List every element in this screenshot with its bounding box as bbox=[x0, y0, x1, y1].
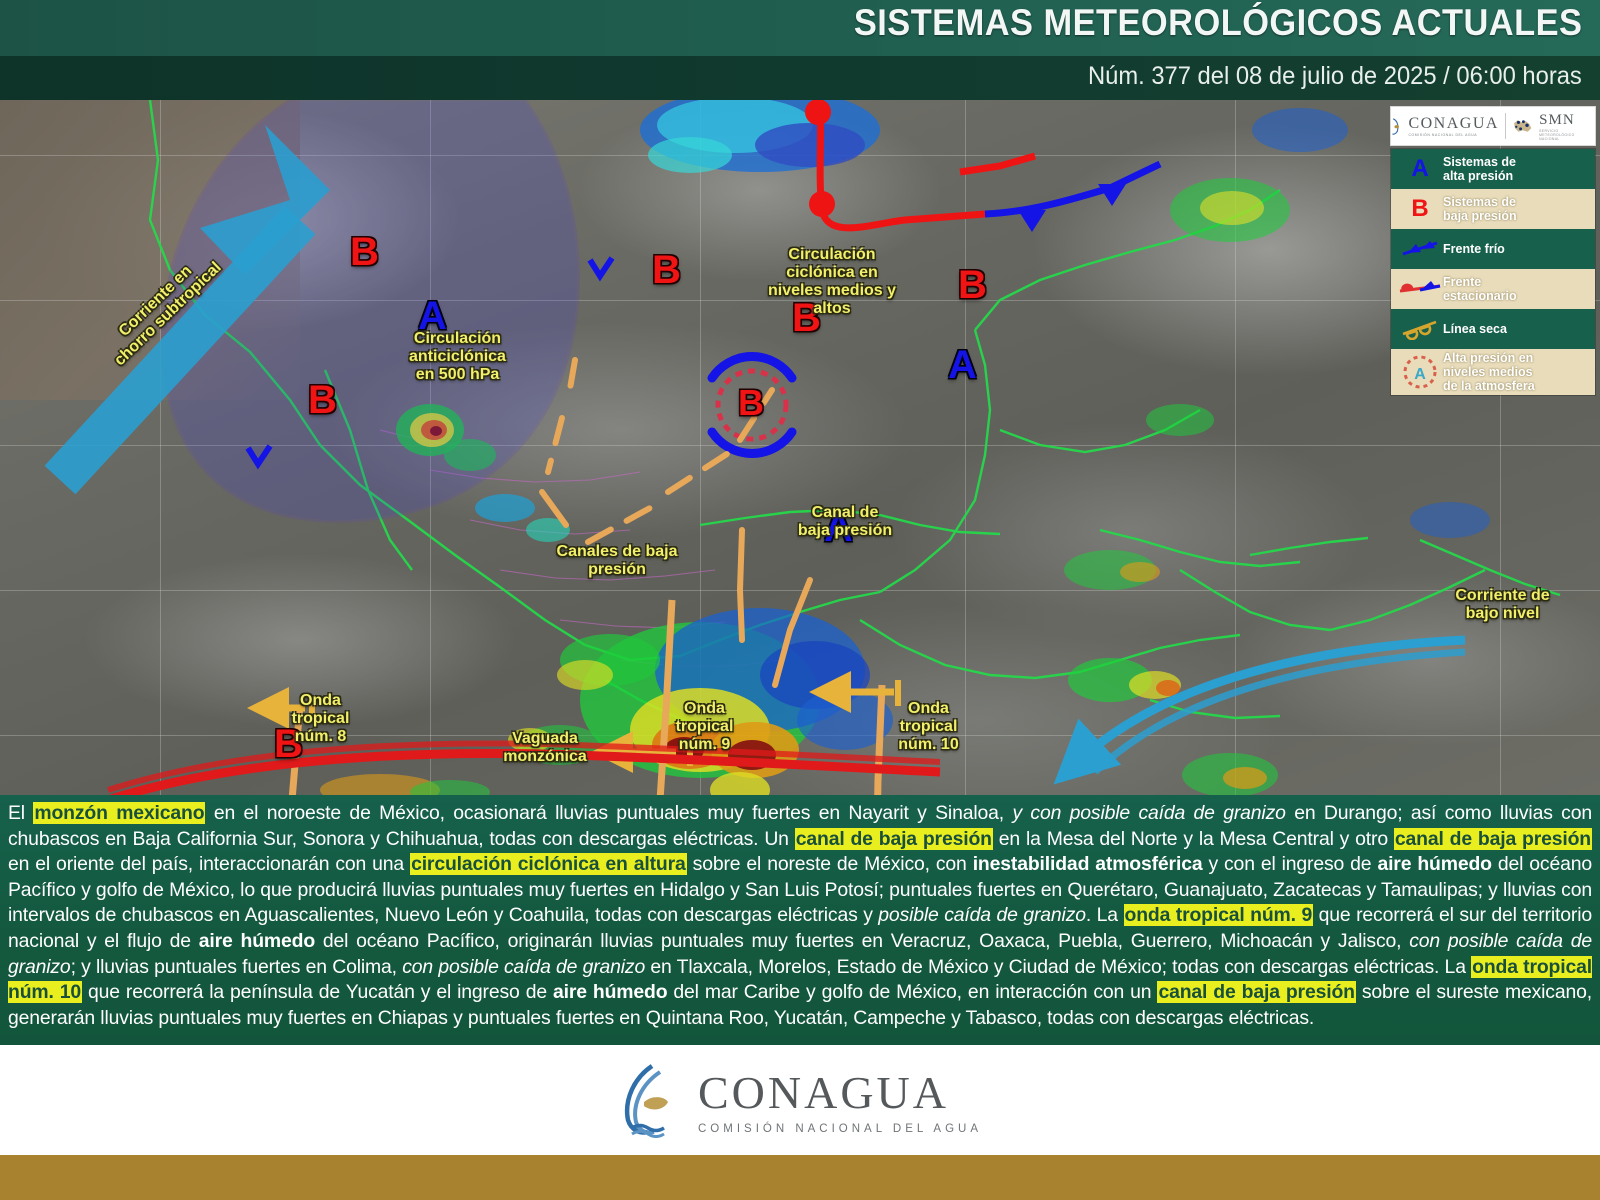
bulletin-segment-3: y con posible caída de granizo bbox=[1012, 802, 1286, 824]
low-pressure-mark: B bbox=[792, 296, 821, 340]
legend-label-dry-line: Línea seca bbox=[1443, 321, 1507, 336]
upper-high-pressure-icon: A bbox=[1397, 353, 1443, 391]
bulletin-segment-19: aire húmedo bbox=[198, 929, 316, 952]
low-pressure-mark: B bbox=[308, 378, 337, 422]
legend-label-high-pressure: Sistemas de alta presión bbox=[1443, 154, 1516, 183]
anticyclonic-500hpa-label: Circulación anticiclónica en 500 hPa bbox=[409, 330, 506, 383]
bulletin-text-panel: El monzón mexicano en el noroeste de Méx… bbox=[0, 795, 1600, 1045]
monsoon-trough-label: Vaguada monzónica bbox=[503, 730, 587, 765]
high-pressure-mark: A bbox=[948, 343, 977, 387]
low-pressure-mark: B bbox=[958, 263, 987, 307]
low-pressure-channel-label: Canal de baja presión bbox=[797, 504, 893, 539]
bulletin-segment-9: circulación ciclónica en altura bbox=[410, 853, 687, 876]
bulletin-segment-21: con posible caída de granizo bbox=[8, 929, 1592, 978]
smn-wordmark: SMN bbox=[1539, 111, 1575, 128]
footer-subtitle: COMISIÓN NACIONAL DEL AGUA bbox=[698, 1122, 982, 1135]
bottom-gold-bar bbox=[0, 1155, 1600, 1200]
bulletin-segment-0: El bbox=[8, 802, 34, 824]
tropical-wave-8-label: Onda tropical núm. 8 bbox=[291, 692, 350, 745]
conagua-water-icon bbox=[624, 1064, 668, 1138]
bulletin-segment-6: en la Mesa del Norte y la Mesa Central y… bbox=[992, 827, 1394, 850]
legend-row-stationary-front: Frente estacionario bbox=[1391, 269, 1595, 309]
legend-row-upper-high-pressure: A Alta presión en niveles medios de la a… bbox=[1391, 349, 1595, 395]
logo-divider bbox=[1504, 113, 1506, 139]
bulletin-segment-28: del mar Caribe y golfo de México, en int… bbox=[667, 981, 1158, 1004]
conagua-subtitle: COMISIÓN NACIONAL DEL AGUA bbox=[1408, 133, 1478, 137]
mexico-seal-icon bbox=[1392, 118, 1400, 135]
lat-lon-graticule bbox=[0, 100, 1600, 795]
bulletin-segment-13: aire húmedo bbox=[1377, 853, 1492, 876]
cold-front-icon bbox=[1397, 238, 1443, 260]
low-pressure-channels-label: Canales de baja presión bbox=[556, 543, 678, 578]
smn-map-icon bbox=[1513, 120, 1531, 132]
smn-subtitle: SERVICIO METEOROLÓGICO NACIONAL bbox=[1539, 128, 1575, 141]
high-pressure-mark: A bbox=[824, 506, 853, 550]
bulletin-segment-14: del océano Pacífico y golfo de México, l… bbox=[8, 853, 1592, 927]
map-legend: A Sistemas de alta presión B Sistemas de… bbox=[1390, 148, 1596, 396]
bulletin-segment-4: en Durango; así como lluvias con chubasc… bbox=[8, 802, 1592, 850]
dry-line-icon bbox=[1397, 318, 1443, 340]
bulletin-segment-17: onda tropical núm. 9 bbox=[1123, 904, 1314, 927]
legend-row-cold-front: Frente frío bbox=[1391, 229, 1595, 269]
bulletin-segment-29: canal de baja presión bbox=[1157, 981, 1356, 1004]
conagua-wordmark: CONAGUA bbox=[1408, 115, 1499, 132]
conagua-logo: CONAGUA COMISIÓN NACIONAL DEL AGUA bbox=[1408, 115, 1499, 137]
header-top-band bbox=[0, 0, 1600, 56]
low-pressure-mark: B bbox=[350, 230, 379, 274]
legend-label-cold-front: Frente frío bbox=[1443, 241, 1505, 256]
bulletin-segment-15: posible caída de granizo bbox=[878, 904, 1086, 927]
stationary-front-icon bbox=[1397, 278, 1443, 300]
legend-row-high-pressure: A Sistemas de alta presión bbox=[1391, 149, 1595, 189]
bulletin-segment-7: canal de baja presión bbox=[1393, 827, 1592, 850]
low-pressure-mark: B bbox=[652, 248, 681, 292]
bulletin-segment-1: monzón mexicano bbox=[33, 802, 206, 824]
bulletin-segment-24: en Tlaxcala, Morelos, Estado de México y… bbox=[645, 955, 1472, 978]
low-level-jet-label: Corriente de bajo nivel bbox=[1455, 587, 1550, 622]
svg-text:A: A bbox=[1414, 366, 1426, 383]
cyclonic-mid-upper-label: Circulación ciclónica en niveles medios … bbox=[767, 246, 897, 317]
bulletin-segment-23: con posible caída de granizo bbox=[402, 955, 646, 978]
footer-wordmark: CONAGUA bbox=[698, 1066, 949, 1118]
legend-label-upper-high-pressure: Alta presión en niveles medios de la atm… bbox=[1443, 350, 1535, 394]
tropical-wave-10-label: Onda tropical núm. 10 bbox=[898, 700, 959, 753]
bulletin-paragraph: El monzón mexicano en el noroeste de Méx… bbox=[8, 801, 1592, 1031]
bulletin-segment-20: del océano Pacífico, originarán lluvias … bbox=[315, 929, 1410, 952]
low-pressure-mark-circled: B bbox=[738, 382, 764, 423]
bulletin-segment-26: que recorrerá la península de Yucatán y … bbox=[82, 981, 553, 1004]
letter-B-icon: B bbox=[1411, 195, 1429, 222]
bulletin-segment-30: sobre el sureste mexicano, generarán llu… bbox=[8, 981, 1592, 1029]
tropical-wave-9-label: Onda tropical núm. 9 bbox=[675, 700, 734, 753]
letter-A-icon: A bbox=[1411, 155, 1429, 182]
bulletin-segment-12: y con el ingreso de bbox=[1202, 853, 1378, 876]
bulletin-segment-2: en el noroeste de México, ocasionará llu… bbox=[205, 802, 1013, 824]
legend-row-dry-line: Línea seca bbox=[1391, 309, 1595, 349]
legend-label-stationary-front: Frente estacionario bbox=[1443, 274, 1517, 303]
low-pressure-mark: B bbox=[274, 722, 303, 766]
bulletin-segment-10: sobre el noreste de México, con bbox=[686, 853, 973, 876]
bulletin-segment-27: aire húmedo bbox=[552, 981, 668, 1004]
header-bottom-band bbox=[0, 56, 1600, 100]
page-title: SISTEMAS METEOROLÓGICOS ACTUALES bbox=[853, 2, 1582, 43]
footer-logo-bar: CONAGUA COMISIÓN NACIONAL DEL AGUA bbox=[0, 1045, 1600, 1155]
bulletin-segment-22: ; y lluvias puntuales fuertes en Colima, bbox=[70, 955, 403, 978]
bulletin-segment-18: que recorrerá el sur del territorio naci… bbox=[8, 904, 1592, 952]
high-pressure-mark: A bbox=[418, 294, 447, 338]
legend-row-low-pressure: B Sistemas de baja presión bbox=[1391, 189, 1595, 229]
agency-logos: CONAGUA COMISIÓN NACIONAL DEL AGUA SMN S… bbox=[1390, 106, 1596, 146]
bulletin-number-date: Núm. 377 del 08 de julio de 2025 / 06:00… bbox=[1088, 62, 1582, 90]
bulletin-segment-11: inestabilidad atmosférica bbox=[972, 853, 1203, 876]
legend-label-low-pressure: Sistemas de baja presión bbox=[1443, 194, 1517, 223]
bulletin-segment-16: . La bbox=[1085, 904, 1124, 927]
bulletin-segment-5: canal de baja presión bbox=[794, 827, 993, 850]
bulletin-segment-8: en el oriente del país, interaccionarán … bbox=[8, 853, 411, 876]
satellite-map[interactable]: B A B B B B A B A B Corriente en chorro … bbox=[0, 100, 1600, 795]
